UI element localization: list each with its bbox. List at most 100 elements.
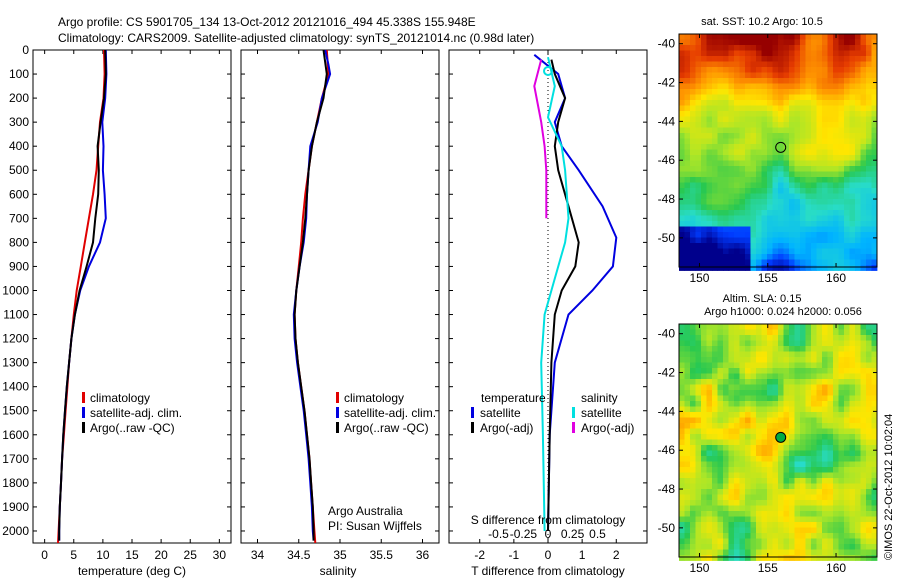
map-cell bbox=[706, 226, 713, 233]
map-cell bbox=[750, 373, 757, 380]
map-cell bbox=[745, 193, 751, 200]
map-cell bbox=[778, 259, 784, 266]
map-cell bbox=[723, 461, 729, 468]
map-cell bbox=[728, 395, 735, 402]
map-cell bbox=[756, 89, 762, 95]
map-cell bbox=[805, 379, 812, 385]
map-cell bbox=[833, 505, 839, 512]
map-cell bbox=[855, 78, 861, 84]
map-cell bbox=[822, 362, 828, 369]
map-cell bbox=[833, 450, 839, 457]
map-cell bbox=[844, 232, 850, 238]
map-cell bbox=[739, 138, 746, 145]
imos-credit: ©IMOS 22-Oct-2012 10:02:04 bbox=[883, 414, 895, 560]
map-cell bbox=[800, 456, 806, 462]
map-cell bbox=[849, 406, 856, 413]
map-cell bbox=[800, 83, 806, 90]
legend-label-t-satellite: satellite bbox=[480, 406, 521, 420]
map-cell bbox=[855, 111, 861, 117]
map-cell bbox=[723, 171, 729, 178]
map-cell bbox=[822, 160, 828, 167]
map-cell bbox=[789, 50, 795, 57]
map-cell bbox=[745, 489, 751, 495]
map-cell bbox=[844, 362, 850, 369]
map-cell bbox=[833, 45, 839, 51]
map-cell bbox=[772, 83, 779, 90]
map-cell bbox=[800, 193, 806, 200]
map-cell bbox=[745, 171, 751, 178]
map-cell bbox=[690, 226, 696, 233]
map-cell bbox=[794, 105, 801, 112]
map-cell bbox=[833, 188, 839, 194]
map-cell bbox=[827, 138, 834, 145]
map-cell bbox=[827, 500, 834, 506]
map-cell bbox=[701, 467, 707, 473]
map-cell bbox=[723, 483, 729, 490]
map-cell bbox=[723, 533, 729, 539]
map-cell bbox=[767, 204, 773, 211]
map-cell bbox=[871, 494, 878, 501]
map-cell bbox=[745, 357, 751, 363]
map-cell bbox=[838, 373, 845, 380]
map-cell bbox=[712, 199, 718, 205]
map-cell bbox=[849, 522, 856, 528]
map-cell bbox=[756, 368, 762, 374]
map-cell bbox=[767, 259, 773, 266]
map-cell bbox=[750, 204, 757, 211]
map-cell bbox=[800, 94, 806, 101]
map-cell bbox=[833, 335, 839, 341]
map-cell bbox=[805, 193, 812, 200]
map-cell bbox=[701, 138, 707, 145]
map-cell bbox=[745, 516, 751, 523]
map-cell bbox=[717, 133, 724, 139]
map-cell bbox=[739, 127, 746, 134]
map-cell bbox=[679, 428, 685, 435]
map-cell bbox=[838, 226, 845, 233]
map-cell bbox=[860, 116, 867, 123]
map-cell bbox=[750, 50, 757, 57]
map-cell bbox=[739, 39, 746, 46]
map-cell bbox=[750, 406, 757, 413]
map-cell bbox=[712, 384, 718, 391]
map-cell bbox=[756, 34, 762, 40]
map-cell bbox=[789, 67, 795, 73]
map-cell bbox=[684, 555, 691, 561]
map-cell bbox=[695, 461, 702, 468]
map-cell bbox=[728, 210, 735, 216]
map-cell bbox=[723, 155, 729, 161]
map-cell bbox=[827, 472, 834, 479]
map-cell bbox=[690, 265, 696, 271]
map-cell bbox=[745, 226, 751, 233]
map-cell bbox=[866, 450, 872, 457]
map-cell bbox=[849, 395, 856, 402]
map-cell bbox=[690, 39, 696, 46]
map-cell bbox=[811, 516, 817, 523]
map-cell bbox=[794, 89, 801, 95]
map-cell bbox=[789, 489, 795, 495]
map-cell bbox=[772, 166, 779, 172]
map-cell bbox=[822, 248, 828, 255]
map-cell bbox=[805, 248, 812, 255]
map-cell bbox=[866, 335, 872, 341]
map-cell bbox=[860, 78, 867, 84]
map-cell bbox=[684, 50, 691, 57]
map-cell bbox=[772, 335, 779, 341]
map-cell bbox=[794, 368, 801, 374]
map-cell bbox=[866, 34, 872, 40]
map-cell bbox=[855, 177, 861, 183]
map-cell bbox=[871, 259, 878, 266]
map-cell bbox=[756, 340, 762, 347]
map-cell bbox=[866, 160, 872, 167]
map-cell bbox=[679, 434, 685, 440]
map-cell bbox=[816, 226, 823, 233]
map-cell bbox=[833, 105, 839, 112]
map-cell bbox=[811, 171, 817, 178]
map-cell bbox=[822, 221, 828, 227]
map-cell bbox=[838, 127, 845, 134]
map-cell bbox=[816, 45, 823, 51]
map-cell bbox=[717, 544, 724, 550]
s-tick-label: 0.25 bbox=[561, 527, 585, 541]
map-cell bbox=[871, 50, 878, 57]
map-cell bbox=[701, 83, 707, 90]
map-cell bbox=[849, 450, 856, 457]
